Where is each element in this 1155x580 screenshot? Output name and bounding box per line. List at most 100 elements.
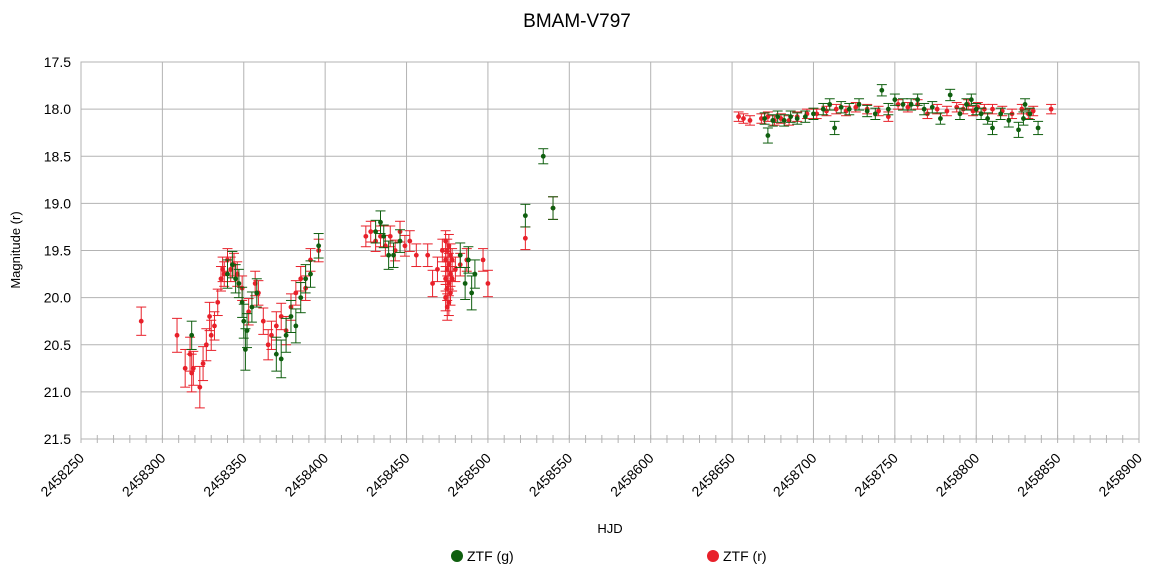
data-point <box>448 290 453 296</box>
data-point <box>480 257 486 263</box>
data-point <box>449 276 455 282</box>
data-point <box>846 106 852 112</box>
data-point <box>522 213 528 219</box>
data-point <box>241 318 247 324</box>
data-point <box>469 290 475 296</box>
data-point <box>827 102 833 107</box>
data-point <box>938 116 943 121</box>
data-point <box>465 257 471 263</box>
data-point <box>788 114 794 120</box>
data-point <box>381 233 387 239</box>
data-point <box>747 118 753 123</box>
data-point <box>239 299 245 305</box>
data-point <box>820 106 826 112</box>
data-point <box>833 106 839 112</box>
data-point <box>856 102 862 107</box>
data-point <box>449 257 455 263</box>
y-tick-label: 21.0 <box>44 384 71 400</box>
data-point <box>794 116 800 121</box>
y-tick-label: 18.5 <box>44 148 71 164</box>
data-point <box>363 233 369 239</box>
data-point <box>457 252 463 258</box>
data-point <box>288 314 294 319</box>
data-point <box>925 111 930 117</box>
data-point <box>278 356 284 362</box>
chart-title: BMAM-V797 <box>523 11 631 32</box>
data-point <box>472 271 478 277</box>
data-series <box>136 84 1057 409</box>
data-point <box>298 295 304 301</box>
data-point <box>1048 106 1054 112</box>
data-point <box>378 219 383 225</box>
legend-label-r: ZTF (r) <box>723 548 767 564</box>
data-point <box>1022 102 1028 107</box>
data-point <box>1016 127 1021 133</box>
data-point <box>212 323 217 329</box>
data-point <box>947 92 953 98</box>
data-point <box>452 266 458 272</box>
data-point <box>905 104 911 110</box>
y-tick-label: 20.0 <box>44 290 71 306</box>
data-point <box>741 116 746 121</box>
data-point <box>200 361 206 366</box>
data-point <box>298 276 304 282</box>
data-point <box>990 106 995 112</box>
data-point <box>934 106 940 112</box>
data-point <box>957 111 963 117</box>
data-point <box>1035 125 1041 131</box>
data-point <box>273 351 279 357</box>
data-point <box>522 235 528 241</box>
data-point <box>811 111 816 117</box>
data-point <box>190 365 196 371</box>
data-point <box>242 347 248 352</box>
y-tick-label: 20.5 <box>44 337 71 353</box>
data-point <box>762 116 768 121</box>
y-axis-title: Magnitude (r) <box>8 211 23 288</box>
data-point <box>872 111 878 117</box>
data-point <box>293 323 299 329</box>
data-point <box>929 104 935 110</box>
data-point <box>397 238 403 244</box>
data-point <box>425 252 431 258</box>
data-point <box>182 365 188 371</box>
legend-marker-g <box>451 550 463 562</box>
data-point <box>391 252 396 258</box>
data-point <box>273 323 279 329</box>
data-point <box>964 102 969 107</box>
data-point <box>1030 108 1036 114</box>
data-point <box>540 153 546 159</box>
data-point <box>885 114 891 120</box>
data-point <box>413 252 419 258</box>
y-tick-label: 19.0 <box>44 195 71 211</box>
plot-area-border <box>80 61 1140 440</box>
legend: ZTF (g) ZTF (r) <box>451 548 767 564</box>
data-point <box>1021 116 1026 121</box>
data-point <box>189 332 195 338</box>
data-point <box>386 252 392 258</box>
y-tick-label: 17.5 <box>44 54 71 70</box>
data-point <box>207 314 212 319</box>
data-point <box>876 108 881 114</box>
data-point <box>864 108 870 114</box>
data-point <box>435 266 440 272</box>
data-point <box>233 276 239 282</box>
data-point <box>373 229 379 235</box>
data-point <box>550 205 556 211</box>
data-point <box>781 118 787 123</box>
data-point <box>879 87 885 93</box>
data-point <box>765 133 771 138</box>
data-point <box>1006 118 1012 123</box>
series-ztf-g <box>186 84 1044 379</box>
series-ztf-r <box>136 99 1057 409</box>
data-point <box>368 229 374 235</box>
data-point <box>885 106 891 112</box>
data-point <box>246 309 252 315</box>
data-point <box>892 97 898 103</box>
data-point <box>915 97 921 103</box>
data-point <box>895 102 901 107</box>
data-point <box>775 114 781 120</box>
legend-label-g: ZTF (g) <box>467 548 514 564</box>
data-point <box>978 111 984 117</box>
